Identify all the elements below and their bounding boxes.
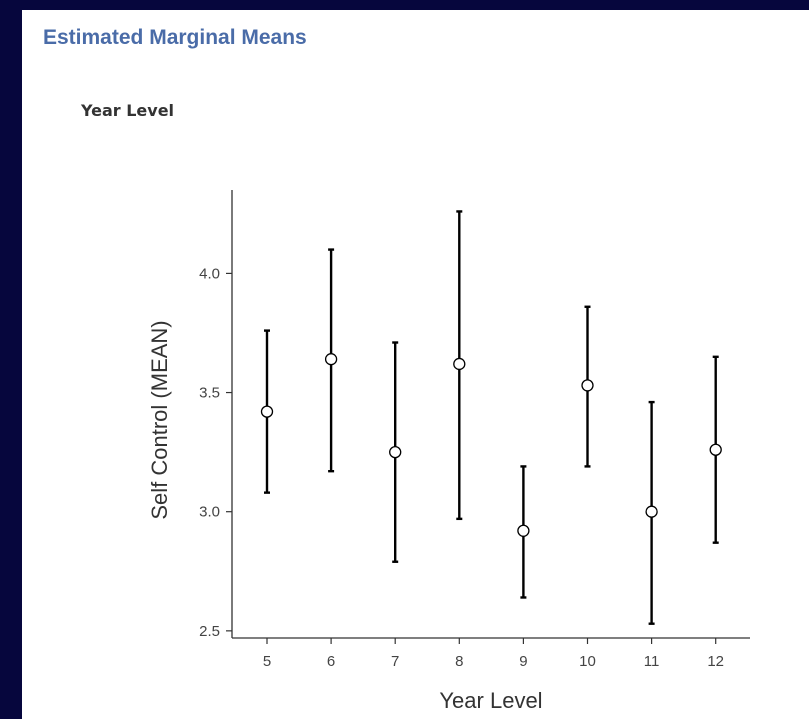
subsection-title: Year Level xyxy=(81,101,175,120)
x-tick-label: 12 xyxy=(707,653,724,670)
mean-point xyxy=(453,357,466,371)
x-tick-label: 9 xyxy=(519,653,527,670)
y-tick-label: 4.0 xyxy=(199,265,220,282)
x-tick-label: 11 xyxy=(644,653,660,670)
error-bars xyxy=(264,210,719,625)
y-axis-title: Self Control (MEAN) xyxy=(147,320,172,519)
x-tick-label: 6 xyxy=(327,653,335,670)
y-tick-label: 2.5 xyxy=(199,623,220,640)
x-axis-ticks: 5 6 7 8 9 10 11 12 xyxy=(263,638,724,670)
x-axis-title: Year Level xyxy=(439,688,542,713)
x-tick-label: 10 xyxy=(579,653,596,670)
x-tick-label: 5 xyxy=(263,653,271,670)
mean-point xyxy=(709,443,722,456)
y-tick-label: 3.5 xyxy=(199,385,220,402)
section-title: Estimated Marginal Means xyxy=(43,26,307,49)
y-axis-ticks: 2.5 3.0 3.5 4.0 xyxy=(199,265,232,640)
marginal-means-chart: 2.5 3.0 3.5 4.0 5 6 7 8 9 10 11 12 Year Level Self… xyxy=(147,190,750,713)
mean-points xyxy=(260,353,722,537)
mean-point xyxy=(324,353,338,366)
mean-point xyxy=(389,445,402,459)
mean-point xyxy=(260,405,274,418)
mean-point xyxy=(645,505,658,518)
mean-point xyxy=(517,524,530,537)
chart-axes xyxy=(231,190,750,639)
mean-point xyxy=(581,379,594,392)
y-tick-label: 3.0 xyxy=(199,504,220,521)
x-tick-label: 7 xyxy=(391,653,399,670)
x-tick-label: 8 xyxy=(455,653,463,670)
results-panel: Estimated Marginal Means Year Level 2.5 3… xyxy=(22,10,809,719)
